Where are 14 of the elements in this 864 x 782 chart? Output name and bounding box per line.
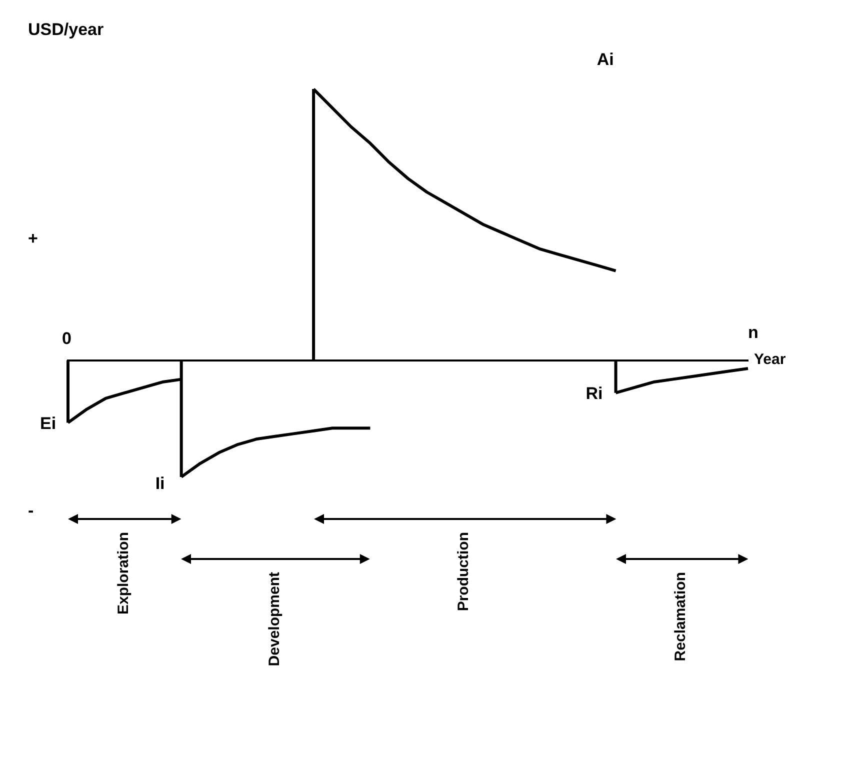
annotation: Ii bbox=[155, 474, 165, 494]
text: Exploration bbox=[114, 532, 132, 615]
text: Ei bbox=[40, 414, 56, 434]
x-axis-title: Year bbox=[754, 351, 786, 368]
text: Ai bbox=[596, 50, 614, 70]
text: Production bbox=[454, 532, 472, 612]
annotation: n bbox=[748, 323, 758, 344]
annotation: 0 bbox=[62, 329, 72, 350]
text: + bbox=[28, 229, 38, 250]
y-axis-title: USD/year bbox=[28, 20, 104, 40]
annotation: Ri bbox=[586, 384, 603, 404]
text: - bbox=[28, 500, 34, 521]
text: Reclamation bbox=[672, 572, 689, 662]
text: Development bbox=[266, 572, 283, 666]
